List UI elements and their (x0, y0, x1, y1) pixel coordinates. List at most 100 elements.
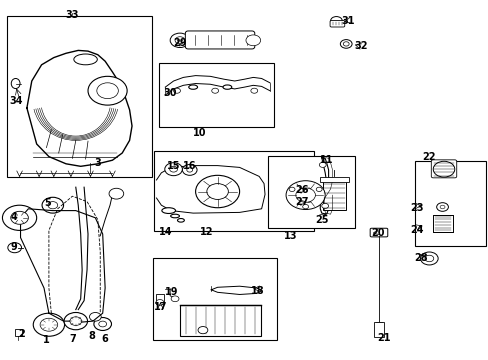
Bar (7, 16, 151, 177)
Text: 1: 1 (43, 335, 50, 345)
Text: 21: 21 (376, 333, 390, 343)
Text: 26: 26 (295, 185, 308, 195)
Text: 30: 30 (163, 88, 177, 98)
Circle shape (173, 88, 180, 93)
Circle shape (88, 76, 127, 105)
Ellipse shape (74, 54, 97, 65)
Circle shape (245, 35, 260, 46)
Bar (322, 181, 346, 210)
Text: 17: 17 (153, 302, 167, 312)
Circle shape (316, 187, 322, 192)
Text: 12: 12 (199, 227, 213, 237)
Bar (320, 177, 348, 182)
Circle shape (319, 162, 325, 167)
Circle shape (8, 243, 21, 253)
Ellipse shape (177, 219, 184, 222)
Bar (15, 329, 21, 336)
Circle shape (89, 312, 101, 321)
Bar (154, 151, 314, 231)
Text: 20: 20 (370, 228, 384, 238)
FancyBboxPatch shape (329, 21, 344, 27)
Text: 28: 28 (414, 253, 427, 264)
Circle shape (424, 255, 433, 262)
Circle shape (170, 33, 189, 48)
Circle shape (97, 83, 118, 99)
Ellipse shape (11, 78, 20, 89)
Circle shape (99, 321, 106, 327)
Circle shape (195, 175, 239, 208)
Circle shape (186, 168, 192, 172)
Text: 18: 18 (251, 286, 264, 296)
Text: 31: 31 (341, 16, 354, 26)
Circle shape (250, 88, 257, 93)
Circle shape (182, 165, 197, 175)
Circle shape (11, 211, 28, 224)
Text: 13: 13 (284, 231, 297, 241)
Circle shape (48, 202, 58, 209)
Circle shape (436, 203, 447, 211)
Circle shape (206, 184, 228, 199)
Circle shape (330, 17, 342, 25)
Circle shape (175, 37, 184, 44)
Text: 7: 7 (69, 334, 76, 344)
Circle shape (288, 187, 294, 192)
Circle shape (420, 252, 437, 265)
Text: 34: 34 (9, 96, 22, 106)
Circle shape (307, 201, 310, 203)
Text: 23: 23 (409, 203, 423, 213)
Text: 2: 2 (19, 329, 25, 339)
Text: 29: 29 (173, 38, 186, 48)
FancyBboxPatch shape (430, 160, 456, 178)
Circle shape (211, 88, 218, 93)
Text: 4: 4 (10, 212, 17, 222)
Circle shape (340, 40, 351, 48)
Ellipse shape (170, 214, 179, 218)
Circle shape (432, 161, 454, 177)
Circle shape (109, 188, 123, 199)
Circle shape (305, 199, 312, 204)
Circle shape (42, 197, 63, 213)
Text: 24: 24 (409, 225, 423, 235)
Text: 15: 15 (166, 161, 180, 171)
Circle shape (302, 204, 308, 209)
Circle shape (33, 313, 64, 336)
Text: 3: 3 (94, 158, 101, 168)
Text: 33: 33 (65, 10, 79, 20)
Circle shape (70, 317, 81, 325)
Ellipse shape (223, 85, 231, 89)
Ellipse shape (162, 208, 175, 213)
Text: 5: 5 (44, 198, 51, 208)
Text: 9: 9 (10, 242, 17, 252)
Bar (373, 322, 383, 337)
Circle shape (198, 327, 207, 334)
Circle shape (169, 166, 177, 172)
Bar (180, 305, 260, 336)
Circle shape (343, 42, 348, 46)
Text: 32: 32 (353, 41, 367, 51)
FancyBboxPatch shape (185, 31, 254, 49)
Ellipse shape (188, 85, 197, 89)
Circle shape (295, 188, 315, 202)
Circle shape (164, 163, 182, 176)
Circle shape (307, 188, 310, 190)
Circle shape (40, 318, 58, 331)
Text: 22: 22 (422, 152, 435, 162)
Circle shape (156, 300, 163, 305)
Text: 27: 27 (295, 197, 308, 207)
Circle shape (439, 205, 444, 209)
Text: 25: 25 (314, 215, 328, 225)
Circle shape (2, 205, 37, 230)
Circle shape (171, 296, 179, 302)
FancyBboxPatch shape (369, 228, 387, 237)
Text: 10: 10 (192, 128, 206, 138)
Bar (155, 294, 164, 304)
Bar (432, 215, 452, 232)
Bar (159, 63, 273, 127)
Circle shape (321, 203, 328, 208)
Circle shape (94, 318, 111, 330)
Text: 14: 14 (158, 227, 172, 237)
Text: 11: 11 (319, 155, 333, 165)
Bar (267, 156, 354, 228)
Text: 19: 19 (165, 287, 179, 297)
Circle shape (64, 312, 87, 330)
